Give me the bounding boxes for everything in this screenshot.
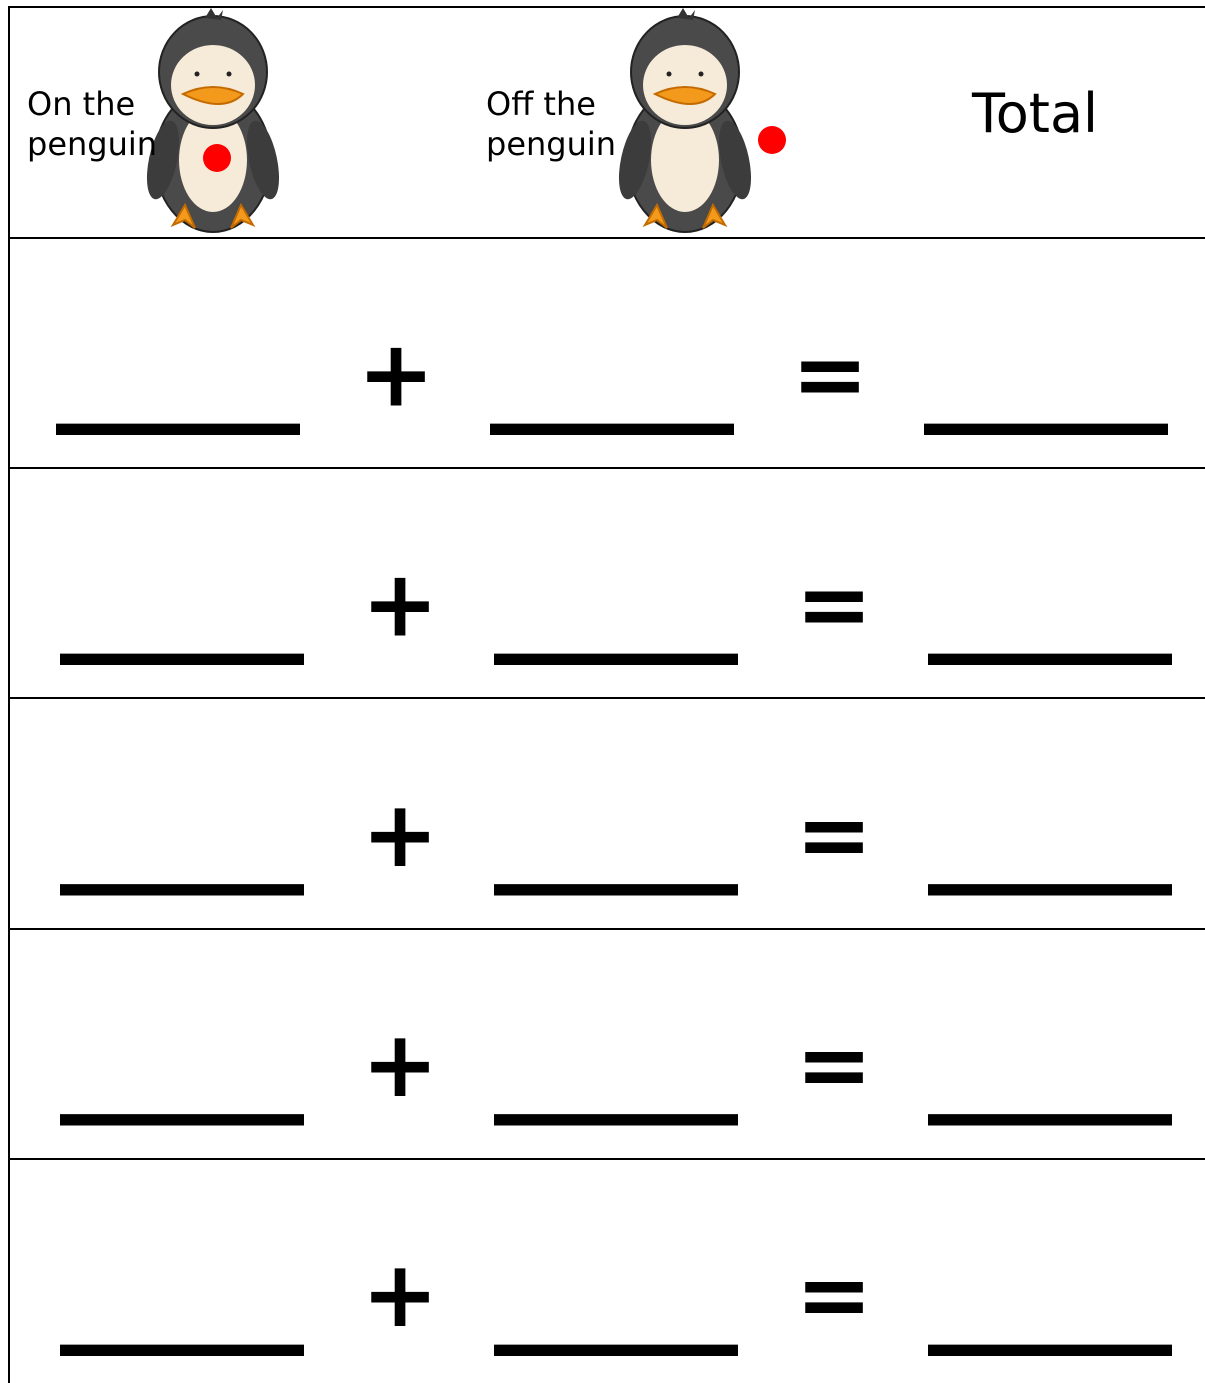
on-label: penguin: [27, 125, 157, 163]
answer-blank: ____: [494, 1214, 738, 1356]
answer-blank: ____: [928, 523, 1172, 665]
equals-sign: =: [795, 1241, 872, 1348]
plus-sign: +: [357, 320, 434, 427]
off-label: Off the: [486, 85, 596, 123]
answer-blank: ____: [928, 1214, 1172, 1356]
penguin-icon: [139, 7, 287, 233]
penguin-icon: [611, 7, 759, 233]
plus-sign: +: [361, 1241, 438, 1348]
answer-blank: ____: [494, 753, 738, 895]
answer-blank: ____: [494, 523, 738, 665]
off-label: penguin: [486, 125, 616, 163]
answer-blank: ____: [60, 523, 304, 665]
answer-blank: ____: [60, 1214, 304, 1356]
on-label: On the: [27, 85, 135, 123]
answer-blank: ____: [56, 293, 300, 435]
plus-sign: +: [361, 551, 438, 658]
answer-blank: ____: [494, 984, 738, 1126]
plus-sign: +: [361, 1011, 438, 1118]
equals-sign: =: [795, 1011, 872, 1118]
equals-sign: =: [795, 781, 872, 888]
equals-sign: =: [795, 551, 872, 658]
answer-blank: ____: [928, 984, 1172, 1126]
counter-dot: [203, 144, 231, 172]
answer-blank: ____: [60, 984, 304, 1126]
total-label: Total: [971, 82, 1098, 145]
answer-blank: ____: [490, 293, 734, 435]
counter-dot: [758, 126, 786, 154]
frame: [8, 6, 1205, 1383]
answer-blank: ____: [60, 753, 304, 895]
plus-sign: +: [361, 781, 438, 888]
equals-sign: =: [791, 320, 868, 427]
answer-blank: ____: [924, 293, 1168, 435]
answer-blank: ____: [928, 753, 1172, 895]
